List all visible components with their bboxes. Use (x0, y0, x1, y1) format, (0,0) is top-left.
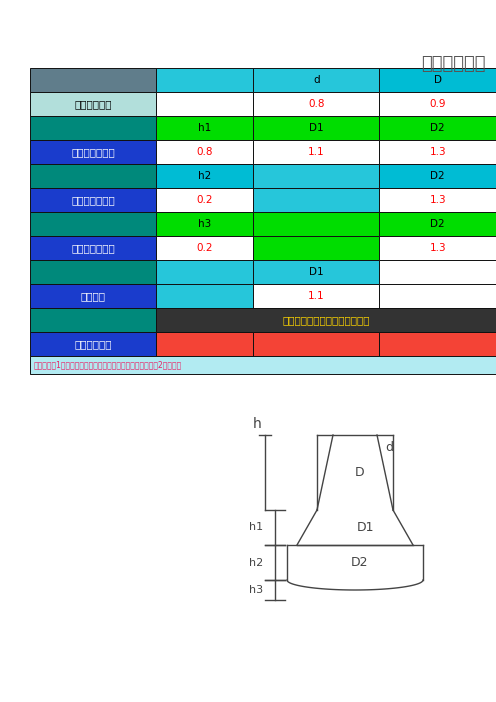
Bar (379, 92, 496, 116)
Bar (379, 140, 496, 164)
Text: 桩身圆台体积: 桩身圆台体积 (74, 99, 112, 109)
Bar (253, 284, 379, 308)
Bar (253, 212, 379, 236)
Bar (30, 332, 156, 356)
Text: h3: h3 (198, 219, 211, 229)
Bar (30, 188, 156, 212)
Text: h2: h2 (249, 557, 263, 567)
Text: 0.9: 0.9 (430, 99, 446, 109)
Text: D2: D2 (431, 219, 445, 229)
Bar (30, 92, 156, 116)
Bar (253, 236, 379, 260)
Text: h2: h2 (198, 171, 211, 181)
Bar (379, 236, 496, 260)
Bar (156, 260, 253, 284)
Bar (379, 260, 496, 284)
Bar (156, 308, 496, 332)
Text: 1.3: 1.3 (430, 147, 446, 157)
Bar (379, 164, 496, 188)
Bar (156, 164, 253, 188)
Bar (253, 116, 379, 140)
Text: 人工挖孔桩混: 人工挖孔桩混 (422, 55, 486, 73)
Bar (156, 140, 253, 164)
Bar (253, 332, 379, 356)
Bar (253, 188, 379, 212)
Bar (30, 308, 156, 332)
Bar (379, 188, 496, 212)
Text: D2: D2 (431, 171, 445, 181)
Bar (379, 284, 496, 308)
Bar (30, 212, 156, 236)
Text: D: D (434, 75, 442, 85)
Bar (30, 164, 156, 188)
Bar (30, 284, 156, 308)
Text: 土方开挖体积: 土方开挖体积 (74, 339, 112, 349)
Text: 0.8: 0.8 (196, 147, 213, 157)
Text: 1.1: 1.1 (308, 291, 324, 301)
Bar (253, 92, 379, 116)
Bar (253, 164, 379, 188)
Text: D2: D2 (431, 123, 445, 133)
Text: 1.3: 1.3 (430, 195, 446, 205)
Bar (156, 236, 253, 260)
Bar (156, 284, 253, 308)
Text: h3: h3 (249, 585, 263, 595)
Bar (156, 116, 253, 140)
Bar (156, 188, 253, 212)
Bar (379, 116, 496, 140)
Bar (30, 356, 496, 374)
Bar (30, 116, 156, 140)
Bar (30, 140, 156, 164)
Bar (379, 212, 496, 236)
Text: 0.2: 0.2 (196, 195, 213, 205)
Bar (253, 68, 379, 92)
Bar (379, 68, 496, 92)
Bar (379, 332, 496, 356)
Text: D1: D1 (309, 267, 323, 277)
Bar (156, 68, 253, 92)
Bar (30, 260, 156, 284)
Text: h1: h1 (249, 522, 263, 533)
Text: 护壁体积: 护壁体积 (80, 291, 106, 301)
Text: d: d (313, 75, 319, 85)
Text: 扩大头圆缺体积: 扩大头圆缺体积 (71, 243, 115, 253)
Bar (30, 236, 156, 260)
Text: D1: D1 (309, 123, 323, 133)
Text: h: h (252, 417, 261, 431)
Text: 0.2: 0.2 (196, 243, 213, 253)
Text: 以上数字必填没有扩大头的为零: 以上数字必填没有扩大头的为零 (282, 315, 370, 325)
Text: 0.8: 0.8 (308, 99, 324, 109)
Text: 扩大头圆柱体积: 扩大头圆柱体积 (71, 195, 115, 205)
Text: 1.3: 1.3 (430, 243, 446, 253)
Text: 计算规则：1、根据设计要求将下图中的所示尺寸填入表内、2、按设计: 计算规则：1、根据设计要求将下图中的所示尺寸填入表内、2、按设计 (34, 361, 182, 369)
Text: d: d (385, 441, 393, 454)
Bar (156, 332, 253, 356)
Text: h1: h1 (198, 123, 211, 133)
Text: 1.1: 1.1 (308, 147, 324, 157)
Text: D1: D1 (356, 521, 374, 534)
Text: D: D (355, 466, 365, 479)
Text: D2: D2 (351, 556, 369, 569)
Bar (253, 260, 379, 284)
Bar (156, 212, 253, 236)
Bar (30, 68, 156, 92)
Text: 扩大头圆台体积: 扩大头圆台体积 (71, 147, 115, 157)
Bar (253, 140, 379, 164)
Bar (156, 92, 253, 116)
